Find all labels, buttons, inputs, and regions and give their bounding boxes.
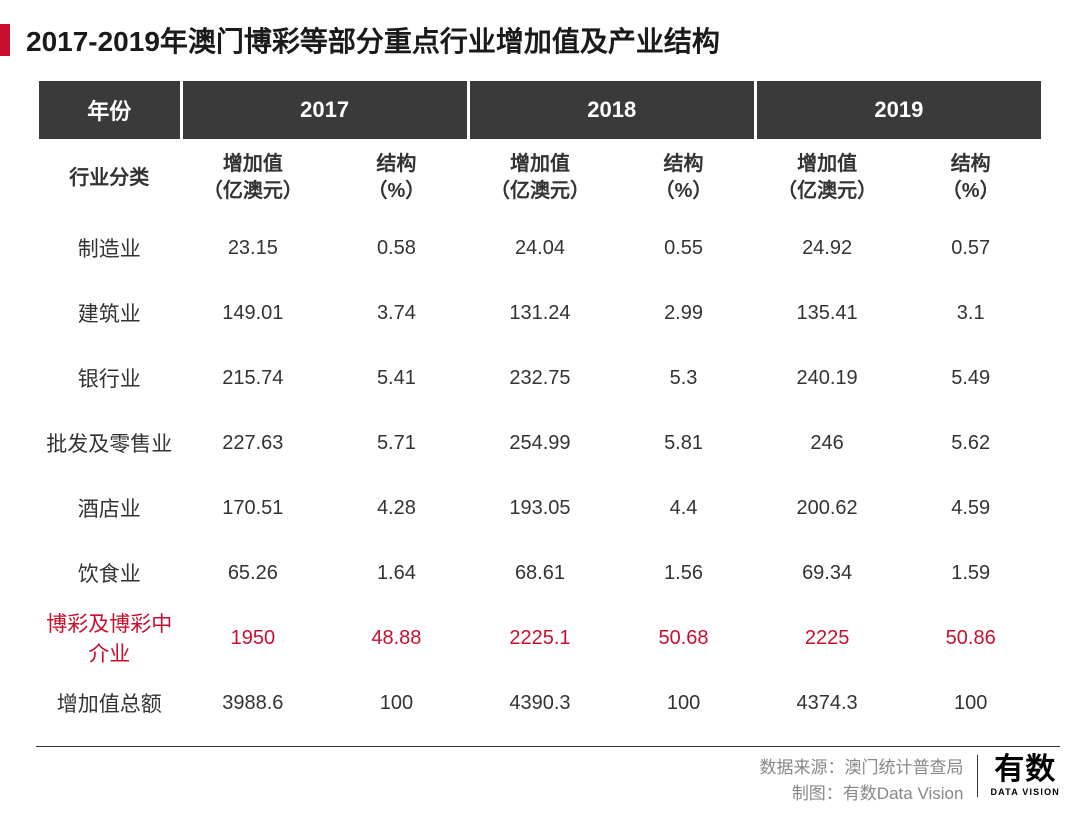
cell: 135.41: [757, 282, 898, 344]
cell: 3.74: [326, 282, 467, 344]
maker-label: 制图：: [792, 784, 843, 803]
cell: 2225.1: [470, 607, 611, 669]
header-sub-5: 结构（%）: [900, 142, 1041, 214]
cell: 2225: [757, 607, 898, 669]
table-container: 年份 2017 2018 2019 行业分类 增加值（亿澳元） 结构（%） 增加…: [0, 78, 1080, 737]
row-label: 饮食业: [39, 542, 180, 604]
table-body: 制造业23.150.5824.040.5524.920.57建筑业149.013…: [39, 217, 1041, 734]
cell: 24.92: [757, 217, 898, 279]
row-label: 博彩及博彩中介业: [39, 607, 180, 669]
cell: 100: [900, 672, 1041, 734]
cell: 200.62: [757, 477, 898, 539]
table-row: 制造业23.150.5824.040.5524.920.57: [39, 217, 1041, 279]
table-row: 酒店业170.514.28193.054.4200.624.59: [39, 477, 1041, 539]
table-head: 年份 2017 2018 2019 行业分类 增加值（亿澳元） 结构（%） 增加…: [39, 81, 1041, 214]
cell: 50.86: [900, 607, 1041, 669]
cell: 65.26: [183, 542, 324, 604]
cell: 227.63: [183, 412, 324, 474]
header: 2017-2019年澳门博彩等部分重点行业增加值及产业结构: [0, 0, 1080, 78]
cell: 0.57: [900, 217, 1041, 279]
header-year-2019: 2019: [757, 81, 1041, 139]
header-year-2018: 2018: [470, 81, 754, 139]
cell: 4.28: [326, 477, 467, 539]
cell: 68.61: [470, 542, 611, 604]
maker-value: 有数Data Vision: [843, 784, 964, 803]
cell: 3988.6: [183, 672, 324, 734]
footer-row: 数据来源：澳门统计普查局 制图：有数Data Vision 有数 DATA VI…: [36, 755, 1060, 806]
cell: 5.62: [900, 412, 1041, 474]
table-row: 银行业215.745.41232.755.3240.195.49: [39, 347, 1041, 409]
brand-logo: 有数 DATA VISION: [977, 755, 1060, 797]
logo-sub: DATA VISION: [990, 787, 1060, 797]
header-category: 行业分类: [39, 142, 180, 214]
logo-main: 有数: [994, 755, 1056, 785]
cell: 240.19: [757, 347, 898, 409]
cell: 100: [326, 672, 467, 734]
row-label: 批发及零售业: [39, 412, 180, 474]
industry-table: 年份 2017 2018 2019 行业分类 增加值（亿澳元） 结构（%） 增加…: [36, 78, 1044, 737]
cell: 5.3: [613, 347, 754, 409]
cell: 1950: [183, 607, 324, 669]
cell: 215.74: [183, 347, 324, 409]
cell: 4.4: [613, 477, 754, 539]
header-row-years: 年份 2017 2018 2019: [39, 81, 1041, 139]
cell: 1.56: [613, 542, 754, 604]
header-sub-1: 结构（%）: [326, 142, 467, 214]
header-sub-4: 增加值（亿澳元）: [757, 142, 898, 214]
cell: 0.55: [613, 217, 754, 279]
cell: 5.41: [326, 347, 467, 409]
page-title: 2017-2019年澳门博彩等部分重点行业增加值及产业结构: [26, 20, 720, 60]
cell: 4374.3: [757, 672, 898, 734]
cell: 24.04: [470, 217, 611, 279]
row-label: 酒店业: [39, 477, 180, 539]
table-row: 饮食业65.261.6468.611.5669.341.59: [39, 542, 1041, 604]
cell: 149.01: [183, 282, 324, 344]
cell: 232.75: [470, 347, 611, 409]
table-row: 批发及零售业227.635.71254.995.812465.62: [39, 412, 1041, 474]
cell: 1.64: [326, 542, 467, 604]
row-label: 制造业: [39, 217, 180, 279]
header-year-2017: 2017: [183, 81, 467, 139]
cell: 50.68: [613, 607, 754, 669]
row-label: 建筑业: [39, 282, 180, 344]
table-row: 博彩及博彩中介业195048.882225.150.68222550.86: [39, 607, 1041, 669]
header-sub-0: 增加值（亿澳元）: [183, 142, 324, 214]
cell: 5.81: [613, 412, 754, 474]
cell: 69.34: [757, 542, 898, 604]
cell: 5.49: [900, 347, 1041, 409]
cell: 4.59: [900, 477, 1041, 539]
table-row: 建筑业149.013.74131.242.99135.413.1: [39, 282, 1041, 344]
cell: 0.58: [326, 217, 467, 279]
cell: 246: [757, 412, 898, 474]
header-sub-2: 增加值（亿澳元）: [470, 142, 611, 214]
cell: 2.99: [613, 282, 754, 344]
accent-bar: [0, 24, 10, 56]
table-row: 增加值总额3988.61004390.31004374.3100: [39, 672, 1041, 734]
source-value: 澳门统计普查局: [844, 758, 963, 777]
cell: 4390.3: [470, 672, 611, 734]
cell: 131.24: [470, 282, 611, 344]
cell: 100: [613, 672, 754, 734]
cell: 5.71: [326, 412, 467, 474]
header-row-sub: 行业分类 增加值（亿澳元） 结构（%） 增加值（亿澳元） 结构（%） 增加值（亿…: [39, 142, 1041, 214]
footer-divider: [36, 746, 1060, 748]
cell: 48.88: [326, 607, 467, 669]
cell: 254.99: [470, 412, 611, 474]
cell: 1.59: [900, 542, 1041, 604]
source-label: 数据来源：: [759, 758, 844, 777]
cell: 3.1: [900, 282, 1041, 344]
header-sub-3: 结构（%）: [613, 142, 754, 214]
header-year-label: 年份: [39, 81, 180, 139]
footer-text: 数据来源：澳门统计普查局 制图：有数Data Vision: [759, 755, 963, 806]
cell: 193.05: [470, 477, 611, 539]
row-label: 银行业: [39, 347, 180, 409]
cell: 170.51: [183, 477, 324, 539]
row-label: 增加值总额: [39, 672, 180, 734]
cell: 23.15: [183, 217, 324, 279]
footer: 数据来源：澳门统计普查局 制图：有数Data Vision 有数 DATA VI…: [0, 746, 1080, 807]
